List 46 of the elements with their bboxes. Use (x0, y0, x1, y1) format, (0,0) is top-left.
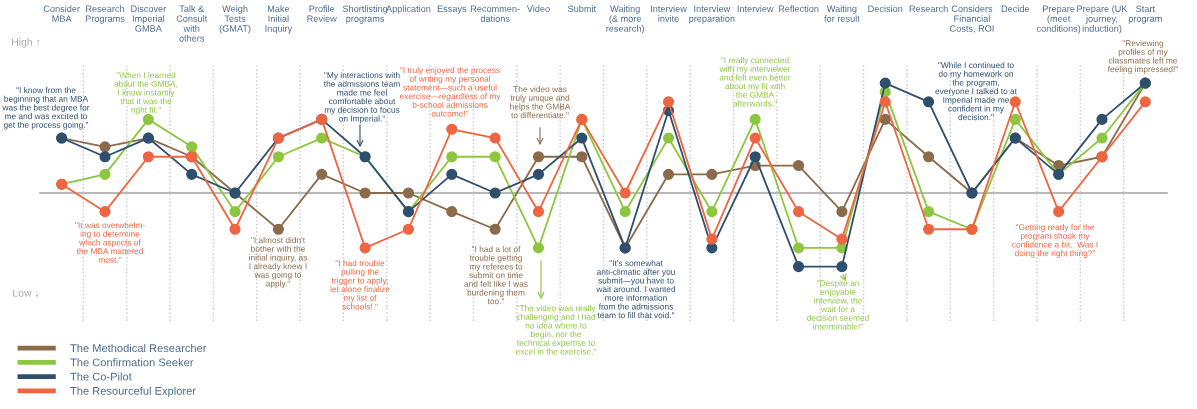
annotation: "I had a lot of trouble getting my referees to submit on time and felt like I was burdening them too." (464, 246, 528, 305)
text: Low ↓ (13, 289, 39, 297)
x-tick-label: Consider MBA (43, 5, 80, 22)
x-tick-label: Recommen- dations (470, 5, 520, 22)
x-tick-label: Research (909, 5, 948, 13)
text: "Despite an enjoyable interview, the wait for a decision seemed interminable!" (807, 280, 869, 330)
x-tick-label: Submit (567, 5, 597, 13)
x-tick-label: Weigh Tests (GMAT) (219, 5, 251, 34)
legend-label: The Resourceful Explorer (70, 386, 196, 397)
x-tick-label: Application (386, 5, 431, 14)
annotation: "I know from the beginning that an MBA was the best degree for me and was excited to get the process going." (2, 87, 90, 130)
x-tick-label: Considers Financial Costs, ROI (950, 5, 994, 33)
legend-label: The Confirmation Seeker (70, 358, 194, 367)
x-tick-label: Talk & Consult with others (176, 5, 208, 42)
text: High ↑ (12, 38, 40, 48)
x-tick-label: Make Initial Inquiry (265, 5, 293, 34)
annotation: "It's somewhat anti-climatic after you submit—you have to wait around. I wanted more information from the admissions team to fill that void." (596, 260, 676, 319)
annotation: "I had trouble pulling the trigger to apply, let alone finalize my list of schools! " (330, 260, 390, 310)
annotation: "When I learned about the GMBA, I know instantly that it was the right fit." (114, 72, 178, 115)
x-tick-label: Video (526, 5, 550, 13)
annotation: "I really connected with my interviewer and felt even better about my fit with the GMBA afterwards." (719, 57, 791, 107)
text: "Reviewing profiles of my classmates left me feeling impressed!" (1107, 40, 1178, 74)
x-tick-label: Shortlisting programs (342, 5, 388, 24)
x-tick-label: Interview invite (651, 5, 687, 22)
x-tick-label: Profile Review (307, 5, 337, 22)
x-tick-label: Reflection (778, 5, 819, 13)
x-tick-label: Interview preparation (689, 5, 735, 24)
annotation: The video was truly unique and helps the GMBA to differentiate." (510, 86, 571, 119)
annotation: "Getting ready for the program shook my confidence a bit. Was I doing the right thing?" (1012, 224, 1098, 258)
x-tick-label: Discover Imperial GMBA (131, 5, 167, 32)
x-tick-label: Interview (737, 5, 774, 13)
legend-label: The Co-Pilot (70, 372, 132, 381)
x-tick-label: Decide (1001, 5, 1030, 13)
text: "The video was really challenging and I had no idea where to begin, nor the technical expertise to excel in the exercise." (515, 305, 597, 355)
x-tick-label: Research Programs (85, 5, 125, 24)
annotation: "My interactions with the admissions team made me feel comfortable about my decision to focus on Imperial." (323, 72, 400, 124)
x-tick-label: Start program (1128, 5, 1162, 24)
annotation: "It was overwhelm- ing to determine which aspects of the MBA mattered most." (75, 222, 145, 263)
x-tick-label: Decision (868, 5, 903, 13)
x-tick-label: Waiting (& more research) (606, 5, 644, 34)
annotation: "I almost didn't bother with the initial inquiry, as I already knew I was going to apply." (249, 237, 308, 289)
annotation: "I truly enjoyed the process of writing my personal statement—such a useful exercise—regardless of my b-school admissions outcome!" (399, 67, 501, 117)
x-tick-label: Waiting for result (824, 5, 860, 22)
annotation: "While I continued to do my homework on the program, everyone I talked to at Imperial made me confident in my decision." (935, 62, 1017, 121)
x-tick-label: Essays (437, 5, 467, 14)
legend-label: The Methodical Researcher (70, 343, 207, 353)
